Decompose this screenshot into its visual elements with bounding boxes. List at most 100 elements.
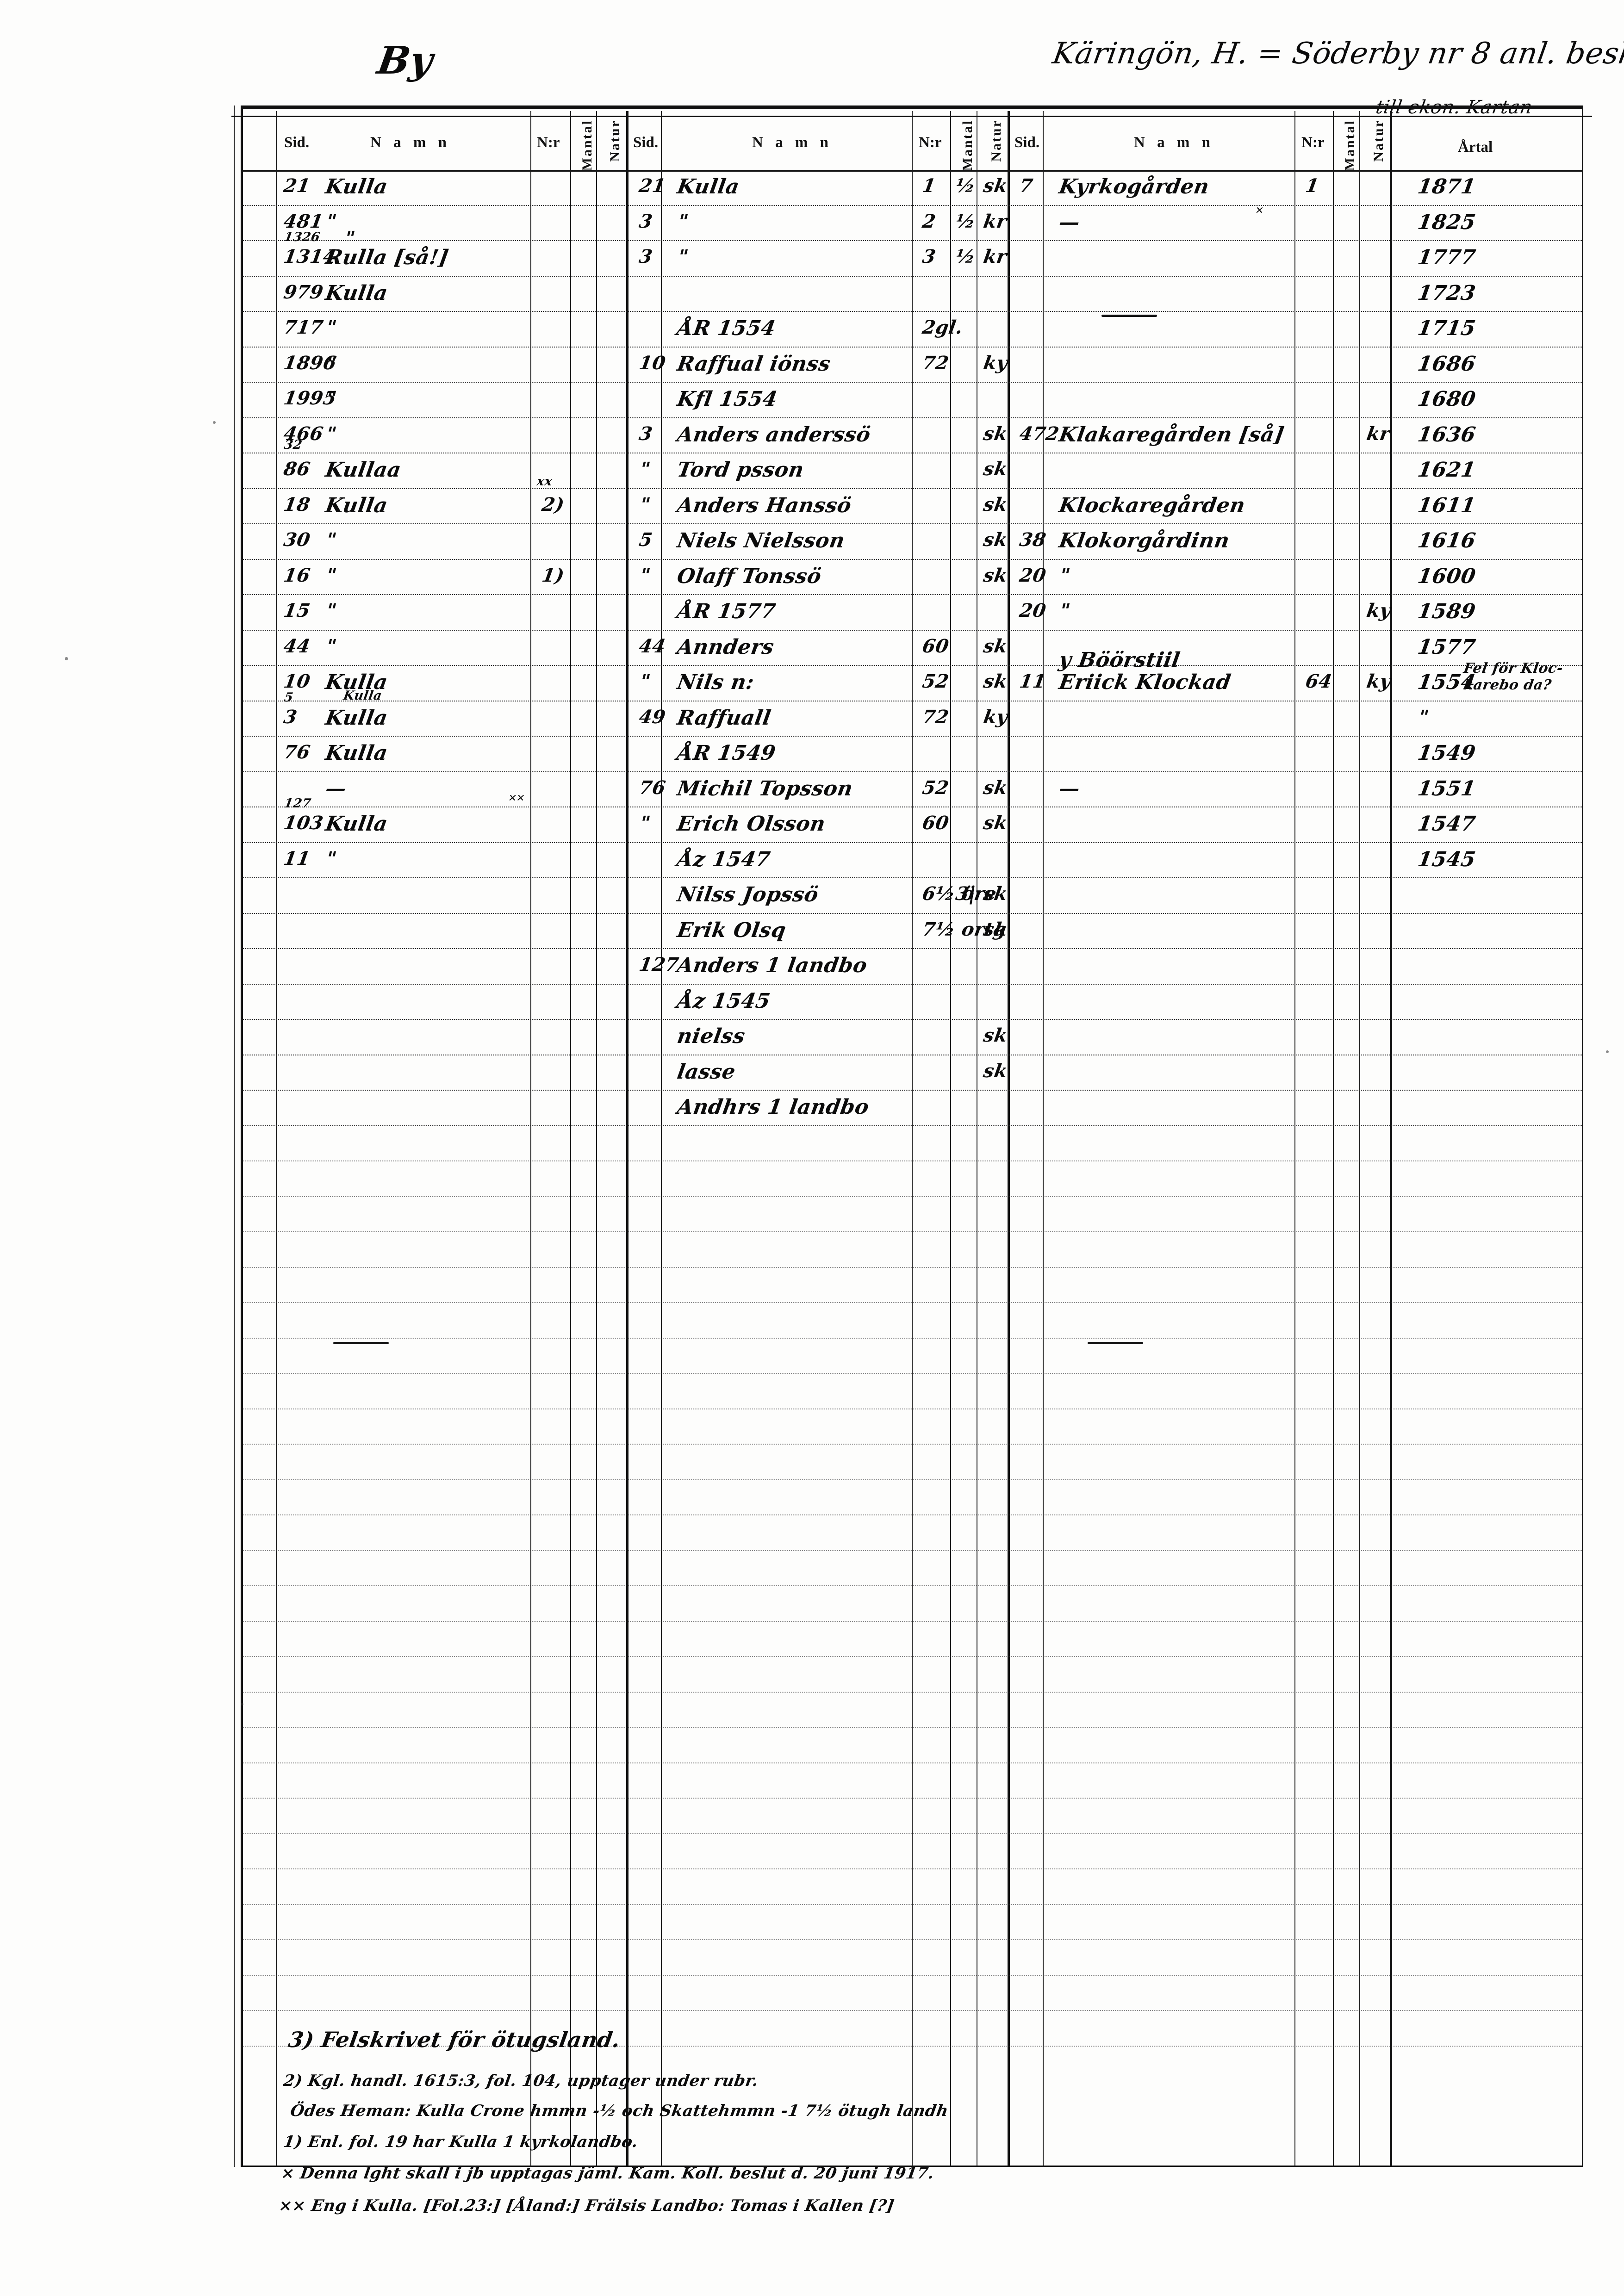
caption-mantal-c: Mantal	[1342, 119, 1357, 171]
cell-b-sid: 44	[637, 635, 667, 657]
cell-c-namn: Klockaregården	[1057, 493, 1247, 517]
sheet-heading: Käringön, H. = Söderby nr 8 anl. beskr.	[1050, 37, 1624, 71]
margin-note-line1: Fel för Kloc-	[1462, 660, 1564, 676]
cell-artal: 1616	[1416, 529, 1478, 552]
cell-b-natur: sk	[982, 812, 1009, 834]
table-row-rule-blank	[242, 1479, 1582, 1480]
dash-mark-3	[1088, 1342, 1143, 1344]
cell-artal: 1545	[1416, 847, 1478, 871]
table-row-rule-blank	[242, 1160, 1582, 1161]
table-row-rule-blank	[242, 1974, 1582, 1976]
cell-b-namn: ÅR 1554	[675, 316, 778, 340]
table-row-rule-blank	[242, 1904, 1582, 1905]
caption-nr-c: N:r	[1301, 134, 1325, 151]
table-row-rule	[242, 594, 1582, 595]
margin-note: Fel för Kloc- karebo da?	[1462, 660, 1620, 695]
cell-a-nr: 1)	[540, 564, 566, 586]
table-row-rule	[242, 1125, 1582, 1126]
cell-a-namn: Kulla	[324, 281, 390, 305]
cell-c-namn: Eriick Klockad	[1057, 670, 1233, 694]
cell-b-nr: 60	[921, 812, 951, 834]
cell-artal: 1551	[1416, 776, 1478, 800]
cell-c-sid: 472	[1018, 422, 1061, 445]
table-row-rule	[242, 311, 1582, 312]
cell-a-sid: 466	[282, 422, 325, 445]
cell-a-namn: —	[324, 776, 348, 800]
col-sep-b-natur	[1008, 111, 1010, 2167]
table-row-rule-blank	[242, 1550, 1582, 1551]
cell-a-sid: 86	[282, 458, 312, 480]
cell-b-natur: sk	[982, 776, 1009, 799]
cell-a-sid: 18	[282, 493, 312, 515]
cell-a-sid: 76	[282, 741, 312, 763]
cell-b-namn: nielss	[675, 1024, 747, 1048]
cell-b-namn: Nilss Jopssö	[675, 883, 820, 906]
footnote-2b: Ödes Heman: Kulla Crone hmmn -½ och Skat…	[289, 2102, 950, 2120]
table-row-rule	[242, 205, 1582, 206]
footnote-2a: 2) Kgl. handl. 1615:3, fol. 104, upptage…	[282, 2072, 760, 2090]
cell-b-namn: Raffuall	[675, 706, 773, 730]
cell-b-sid: 21	[637, 175, 667, 197]
cell-artal: 1680	[1416, 387, 1478, 411]
caption-nr-a: N:r	[537, 134, 560, 151]
margin-note-line2: karebo da?	[1462, 677, 1553, 693]
cell-c-sid: 20	[1018, 564, 1048, 586]
caption-mantal-a: Mantal	[579, 119, 595, 171]
caption-sid-b: Sid.	[633, 134, 659, 151]
cell-artal: 1723	[1416, 281, 1478, 305]
cell-c-sid: 20	[1018, 600, 1048, 621]
cell-b-namn: ÅR 1577	[675, 600, 778, 623]
cell-b-namn: Olaff Tonssö	[675, 564, 823, 588]
cell-b-namn: Erik Olsq	[675, 918, 788, 942]
cell-b-natur: sk	[982, 1060, 1009, 1082]
table-row-rule	[242, 665, 1582, 666]
table-row-rule	[242, 1019, 1582, 1020]
cell-c-nr: 64	[1304, 670, 1334, 692]
table-left-rule	[241, 105, 243, 2167]
cell-b-namn: Nils n:	[675, 670, 756, 694]
scan-speck	[1606, 1050, 1609, 1053]
cell-b-natur: ky	[982, 706, 1009, 728]
cell-b-namn: Raffual iönss	[675, 352, 833, 376]
cell-a-namn: Kulla	[324, 493, 390, 517]
cell-b-natur: sk	[982, 175, 1009, 197]
caption-natur-c: Natur	[1371, 119, 1386, 162]
table-row-rule	[242, 275, 1582, 277]
table-row-rule	[242, 736, 1582, 737]
by-heading: By	[374, 38, 436, 83]
caption-natur-b: Natur	[989, 119, 1004, 162]
table-row-rule	[242, 983, 1582, 985]
cell-b-namn: Anders anderssö	[675, 422, 872, 447]
cell-artal: 1871	[1416, 175, 1478, 199]
cell-b-namn: Kulla	[675, 175, 741, 199]
table-row-rule	[242, 523, 1582, 524]
cell-b-natur: sk	[982, 529, 1009, 551]
col-sep-c-mantal	[1359, 111, 1360, 2167]
table-row-rule-blank	[242, 2045, 1582, 2047]
cell-b-namn: Åz 1545	[675, 989, 772, 1013]
cell-b-sid: 10	[637, 352, 667, 374]
cell-b-namn: Tord psson	[675, 458, 806, 482]
cell-artal: 1547	[1416, 812, 1478, 836]
table-row-rule-blank	[242, 1444, 1582, 1445]
cell-b-sid: 49	[637, 706, 667, 728]
cell-artal: 1636	[1416, 422, 1478, 447]
cell-b-mantal: ½	[954, 246, 977, 267]
col-sep-a-nr	[570, 111, 571, 2167]
col-sep-a-sid	[276, 111, 277, 2167]
col-sep-b-namn	[912, 111, 913, 2167]
cell-artal: 1825	[1416, 210, 1478, 234]
table-row-rule-blank	[242, 1196, 1582, 1197]
table-row-rule	[242, 1090, 1582, 1091]
cell-c-natur: ky	[1365, 670, 1393, 692]
cell-b-natur: sk	[982, 1024, 1009, 1046]
cell-artal: 1715	[1416, 316, 1478, 340]
caption-namn-a: N a m n	[370, 134, 451, 151]
dash-mark-1	[1101, 315, 1157, 317]
col-sep-b-nr	[950, 111, 951, 2167]
footnote-1: 1) Enl. fol. 19 har Kulla 1 kyrkolandbo.	[282, 2133, 640, 2151]
cell-a-namn: Kulla	[324, 741, 390, 765]
cell-b-natur: sk	[982, 883, 1009, 905]
scan-speck	[65, 657, 68, 660]
